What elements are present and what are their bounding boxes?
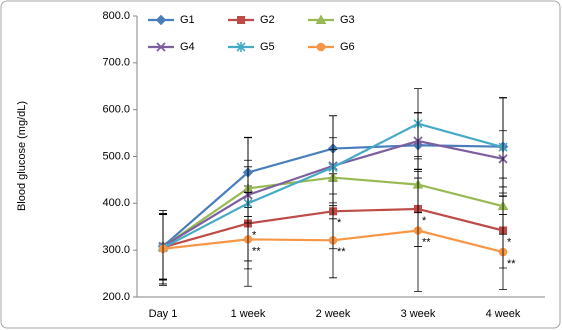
legend-item: G6 <box>308 41 355 53</box>
error-bar <box>499 214 507 290</box>
legend-label: G4 <box>180 41 195 53</box>
legend-marker <box>237 16 245 24</box>
error-bar <box>414 169 422 292</box>
y-tick-label: 500.0 <box>102 150 130 162</box>
error-bar <box>244 192 252 287</box>
y-tick-label: 600.0 <box>102 104 130 116</box>
error-bar <box>329 202 337 279</box>
y-tick-label: 700.0 <box>102 57 130 69</box>
legend-label: G6 <box>340 41 355 53</box>
legend-marker <box>155 14 167 26</box>
significance-label: * <box>507 236 512 248</box>
y-axis-label: Blood glucose (mg/dL) <box>16 101 28 211</box>
error-bar <box>414 88 422 160</box>
legend-item: G1 <box>148 14 195 26</box>
significance-label: * <box>252 229 257 241</box>
y-tick-label: 800.0 <box>102 10 130 22</box>
significance-label: * <box>422 215 427 227</box>
legend-item: G4 <box>148 41 195 53</box>
legend-label: G5 <box>260 41 275 53</box>
legend-marker <box>315 14 327 24</box>
significance-label: ** <box>507 258 516 270</box>
significance-label: ** <box>337 246 346 258</box>
legend-marker <box>156 42 166 52</box>
significance-label: ** <box>252 245 261 257</box>
x-tick-label: 2 week <box>316 308 351 320</box>
legend-item: G3 <box>308 14 355 26</box>
legend-item: G2 <box>228 14 275 26</box>
y-tick-label: 400.0 <box>102 197 130 209</box>
x-tick-label: Day 1 <box>149 308 178 320</box>
legend-label: G1 <box>180 14 195 26</box>
y-tick-label: 200.0 <box>102 291 130 303</box>
error-bar <box>499 97 507 197</box>
x-tick-label: 3 week <box>401 308 436 320</box>
error-bar <box>159 213 167 285</box>
legend-label: G3 <box>340 14 355 26</box>
legend-marker <box>236 42 246 52</box>
x-tick-label: 1 week <box>231 308 266 320</box>
y-tick-label: 300.0 <box>102 244 130 256</box>
x-tick-label: 4 week <box>486 308 521 320</box>
legend-marker <box>316 42 326 52</box>
legend-item: G5 <box>228 41 275 53</box>
legend-label: G2 <box>260 14 275 26</box>
significance-label: * <box>337 217 342 229</box>
significance-label: ** <box>422 236 431 248</box>
